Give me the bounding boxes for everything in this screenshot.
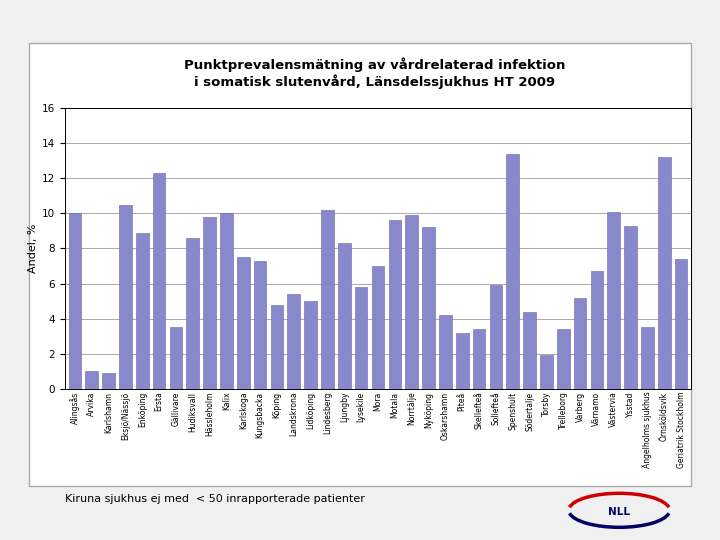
- Bar: [237, 257, 250, 389]
- Bar: [456, 333, 469, 389]
- Bar: [220, 213, 233, 389]
- Bar: [271, 305, 283, 389]
- Bar: [355, 287, 367, 389]
- Bar: [170, 327, 182, 389]
- Text: Punktprevalensmätning av vårdrelaterad infektion
i somatisk slutenvård, Länsdels: Punktprevalensmätning av vårdrelaterad i…: [184, 58, 565, 89]
- Bar: [557, 329, 570, 389]
- Bar: [422, 227, 435, 389]
- Bar: [523, 312, 536, 389]
- Bar: [338, 243, 351, 389]
- Bar: [490, 285, 502, 389]
- Text: NLL: NLL: [608, 507, 630, 517]
- Bar: [153, 173, 166, 389]
- Bar: [405, 215, 418, 389]
- Bar: [102, 373, 115, 389]
- Bar: [574, 298, 586, 389]
- Bar: [590, 271, 603, 389]
- Bar: [658, 157, 670, 389]
- Bar: [624, 226, 637, 389]
- Bar: [119, 205, 132, 389]
- Y-axis label: Andel, %: Andel, %: [27, 224, 37, 273]
- Bar: [203, 217, 216, 389]
- Bar: [675, 259, 688, 389]
- Bar: [473, 329, 485, 389]
- Bar: [305, 301, 317, 389]
- Bar: [186, 238, 199, 389]
- Bar: [68, 213, 81, 389]
- Bar: [287, 294, 300, 389]
- Bar: [389, 220, 401, 389]
- Text: Kiruna sjukhus ej med  < 50 inrapporterade patienter: Kiruna sjukhus ej med < 50 inrapporterad…: [65, 495, 364, 504]
- Bar: [86, 372, 98, 389]
- Bar: [372, 266, 384, 389]
- Bar: [136, 233, 148, 389]
- Bar: [254, 261, 266, 389]
- Bar: [540, 355, 553, 389]
- Bar: [439, 315, 451, 389]
- Bar: [506, 153, 519, 389]
- Bar: [608, 212, 620, 389]
- Bar: [641, 327, 654, 389]
- Bar: [321, 210, 334, 389]
